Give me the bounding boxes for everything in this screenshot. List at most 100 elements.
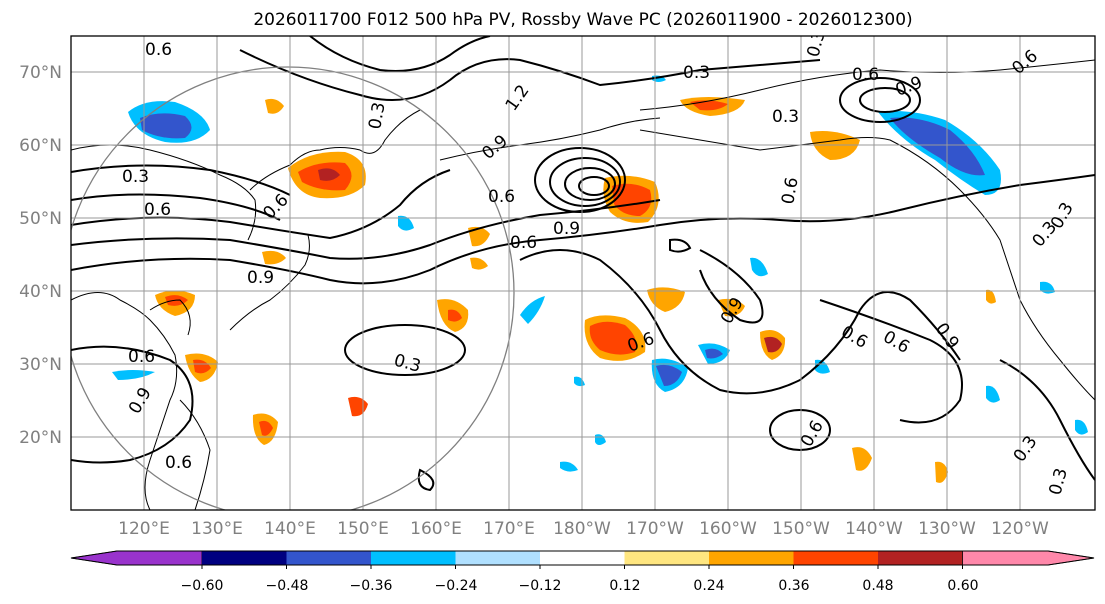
contour-jet-4 — [71, 193, 281, 221]
colorbar-tick: −0.36 — [350, 578, 393, 594]
anomaly-patch-170e-south — [470, 257, 488, 270]
colorbar-tick: 0.24 — [693, 578, 724, 594]
coastline-korea — [149, 299, 191, 336]
lon-label: 160°W — [699, 519, 757, 539]
longitude-labels: 120°E 130°E 140°E 150°E 160°E 170°E 180°… — [118, 519, 1049, 539]
contour-label: 0.3 — [365, 101, 389, 131]
lat-label: 50°N — [19, 209, 62, 229]
colorbar-tick: −0.12 — [519, 578, 562, 594]
latitude-labels: 70°N 60°N 50°N 40°N 30°N 20°N — [19, 63, 62, 448]
map-background — [71, 36, 1095, 510]
contour-label: 0.9 — [553, 219, 580, 239]
colorbar-extend-low — [70, 550, 203, 566]
anomaly-patch-california — [986, 289, 996, 304]
lon-label: 150°E — [337, 519, 389, 539]
lat-label: 30°N — [19, 355, 62, 375]
map-frame — [70, 35, 1096, 511]
anomaly-patch-170e — [468, 226, 490, 247]
coastline-kamchatka — [249, 109, 421, 191]
anomaly-patch-150w-north — [750, 257, 768, 277]
lon-label: 130°E — [191, 519, 243, 539]
anomaly-patch-170w — [647, 287, 685, 312]
contour-low-1 — [534, 147, 626, 213]
colorbar-segment — [455, 551, 540, 565]
lon-label: 170°E — [483, 519, 535, 539]
colorbar-tick: 0.48 — [862, 578, 893, 594]
contour-jet-5 — [71, 164, 291, 196]
anomaly-peak-kamchatka — [318, 168, 340, 181]
contour-small-2 — [669, 238, 692, 253]
anomaly-core-central-pacific — [589, 321, 637, 355]
colorbar-segment — [371, 551, 456, 565]
negative-anomaly-shading — [112, 75, 1088, 472]
colorbar-segment — [793, 551, 878, 565]
contour-140w — [819, 299, 963, 424]
coastline-arctic — [639, 59, 1095, 111]
gridlines — [71, 36, 1095, 510]
colorbar-segment — [624, 551, 709, 565]
contour-label: 0.6 — [144, 200, 171, 220]
contour-subtrop-1 — [769, 409, 831, 451]
anomaly-core-160w-south — [656, 364, 682, 386]
contour-label: 0.9 — [247, 268, 274, 288]
contour-north-1 — [239, 49, 821, 101]
contour-label: 0.3 — [804, 28, 830, 59]
contour-label: 0.3 — [122, 167, 149, 187]
map-panel: 0.6 0.3 0.6 0.9 1.2 0.9 0.6 0.3 0.6 0.9 … — [70, 28, 1096, 511]
lon-label: 130°W — [918, 519, 976, 539]
anomaly-core-150w — [764, 336, 782, 353]
lon-label: 180°W — [553, 519, 611, 539]
contour-subtrop-2 — [344, 324, 466, 376]
contour-label: 0.6 — [852, 65, 879, 85]
colorbar-segment — [540, 551, 625, 565]
contour-gulf-1 — [839, 77, 921, 123]
coastline-japan — [229, 234, 310, 331]
contour-southwest — [71, 345, 194, 464]
contour-label: 0.3 — [772, 107, 799, 127]
colorbar-tick: 0.36 — [778, 578, 809, 594]
lat-label: 40°N — [19, 282, 62, 302]
anomaly-patch-130w — [935, 461, 948, 483]
lat-label: 60°N — [19, 136, 62, 156]
lat-label: 20°N — [19, 428, 62, 448]
positive-anomaly-shading — [155, 97, 996, 483]
coastline-north-america — [639, 129, 1095, 401]
contour-label: 0.6 — [510, 233, 537, 253]
anomaly-core-china-coast — [193, 359, 211, 374]
colorbar-tick: −0.48 — [266, 578, 309, 594]
coastlines — [71, 59, 1095, 510]
colorbar-segment — [202, 551, 287, 565]
colorbar-ticks: −0.60 −0.48 −0.36 −0.24 −0.12 0.12 0.24 … — [181, 578, 979, 594]
lon-label: 170°W — [626, 519, 684, 539]
colorbar-segment — [878, 551, 963, 565]
contour-north-2 — [309, 36, 491, 72]
lon-label: 120°W — [991, 519, 1049, 539]
colorbar-extend-high — [962, 550, 1095, 566]
anomaly-core-siberia — [140, 113, 192, 139]
anomaly-patch-165e — [398, 215, 414, 231]
colorbar-tick: −0.60 — [181, 578, 224, 594]
colorbar-segments — [70, 550, 1095, 569]
contour-160w — [699, 249, 764, 324]
anomaly-patch-140w — [852, 447, 872, 471]
lon-label: 120°E — [118, 519, 170, 539]
contour-trough — [519, 249, 961, 395]
lon-label: 160°E — [410, 519, 462, 539]
colorbar-tick: 0.60 — [947, 578, 978, 594]
anomaly-core-philippine-sea — [259, 420, 273, 436]
contour-low-4 — [578, 176, 610, 196]
contour-label: 0.6 — [778, 176, 802, 206]
contour-east — [999, 359, 1095, 481]
contour-label: 0.6 — [145, 40, 172, 60]
anomaly-patch-128w — [986, 385, 1000, 403]
contour-low-3 — [564, 167, 616, 201]
lon-label: 150°W — [772, 519, 830, 539]
coastline-china — [71, 292, 178, 510]
anomaly-patch-okhotsk — [265, 98, 284, 114]
contour-gulf-2 — [859, 87, 911, 113]
contour-label: 0.6 — [165, 453, 192, 473]
anomaly-core-alaska — [890, 117, 985, 176]
colorbar-segment — [286, 551, 371, 565]
contour-jet-2 — [71, 199, 661, 260]
